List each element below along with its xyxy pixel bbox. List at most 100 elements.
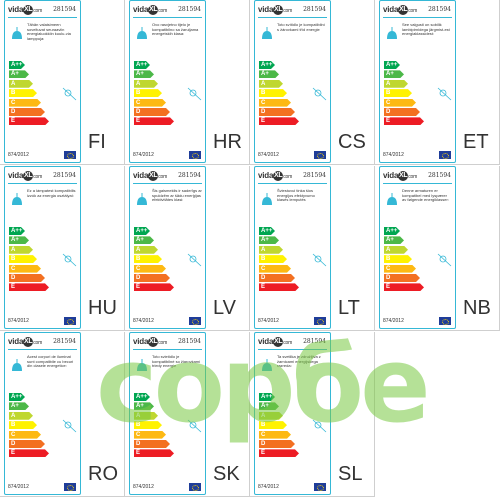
product-code: 281594 [178, 172, 201, 179]
regulation-number: 874/2012 [133, 484, 154, 490]
energy-scale: A++ A+ A B C D E [259, 61, 309, 127]
regulation-number: 874/2012 [133, 318, 154, 324]
language-code: RO [88, 463, 118, 485]
compatibility-text: Ta svetilka je združljiva z žarnicami en… [277, 354, 321, 369]
energy-class-bar: D [259, 274, 295, 282]
energy-class-bar: E [9, 449, 49, 457]
energy-class-bar: B [9, 421, 37, 429]
language-code: HU [88, 297, 117, 319]
eu-flag-icon [314, 151, 326, 159]
divider [258, 17, 327, 18]
energy-class-bar: C [384, 265, 416, 273]
label-cell-lv: vidaXLcom 281594 Šis gaismeklis ir sader… [125, 166, 250, 331]
language-code: ET [463, 131, 489, 153]
energy-class-bar: A++ [384, 61, 400, 69]
energy-class-bar: A [259, 80, 283, 88]
compatibility-text: Toto svietidlo je kompatibilné so žiarov… [152, 354, 201, 369]
compatibility-text: Šviestuvui tinka šios energijos efektyvu… [277, 188, 315, 203]
energy-class-bar: D [9, 108, 45, 116]
energy-class-bar: A++ [134, 393, 150, 401]
energy-class-bar: B [134, 255, 162, 263]
energy-class-bar: C [259, 265, 291, 273]
compatibility-text: Toto svítidlo je kompatibilní s žárovkam… [277, 22, 325, 32]
pendant-lamp-icon [137, 193, 147, 205]
divider [133, 17, 202, 18]
brand-logo: vidaXLcom [8, 171, 43, 181]
label-cell-hr: vidaXLcom 281594 Ovo rasvjetno tijelo je… [125, 0, 250, 165]
energy-class-bar: D [384, 108, 420, 116]
language-code: NB [463, 297, 491, 319]
energy-scale: A++ A+ A B C D E [9, 227, 59, 293]
compatibility-text: Ez a lámpatest kompatibilis izzók az ene… [27, 188, 76, 198]
watermark-logo: сорбе [96, 324, 431, 446]
divider [8, 17, 77, 18]
energy-class-bar: A++ [9, 61, 25, 69]
energy-class-bar: C [259, 431, 291, 439]
divider [383, 183, 452, 184]
energy-class-bar: A [384, 80, 408, 88]
regulation-number: 874/2012 [8, 152, 29, 158]
energy-scale: A++ A+ A B C D E [384, 61, 434, 127]
energy-class-bar: A [134, 80, 158, 88]
energy-scale: A++ A+ A B C D E [259, 393, 309, 459]
label-cell-cs: vidaXLcom 281594 Toto svítidlo je kompat… [250, 0, 375, 165]
regulation-number: 874/2012 [133, 152, 154, 158]
energy-label: vidaXLcom 281594 Tähän valaisimeen sovel… [4, 0, 81, 163]
eu-flag-icon [64, 483, 76, 491]
energy-class-bar: A+ [9, 402, 29, 410]
energy-class-bar: A+ [384, 236, 404, 244]
energy-class-bar: B [259, 421, 287, 429]
product-code: 281594 [428, 6, 451, 13]
eu-flag-icon [439, 317, 451, 325]
energy-label: vidaXLcom 281594 Acest corpuri de ilumin… [4, 332, 81, 495]
divider [133, 183, 202, 184]
regulation-number: 874/2012 [8, 318, 29, 324]
language-code: HR [213, 131, 242, 153]
compatibility-text: See valgusti on sobilik lambipirnidega j… [402, 22, 450, 37]
energy-label: vidaXLcom 281594 Ez a lámpatest kompatib… [4, 166, 81, 329]
language-code: SL [338, 463, 363, 485]
bulb-excluded-icon [312, 87, 327, 101]
energy-class-bar: E [134, 449, 174, 457]
energy-class-bar: C [9, 265, 41, 273]
pendant-lamp-icon [137, 359, 147, 371]
energy-class-bar: A++ [134, 227, 150, 235]
energy-class-bar: A+ [9, 236, 29, 244]
energy-class-bar: A [9, 412, 33, 420]
energy-class-bar: A++ [384, 227, 400, 235]
energy-class-bar: A [9, 246, 33, 254]
product-code: 281594 [178, 338, 201, 345]
energy-class-bar: C [259, 99, 291, 107]
energy-class-bar: E [9, 283, 49, 291]
energy-class-bar: A+ [259, 402, 279, 410]
energy-class-bar: E [259, 283, 299, 291]
bulb-excluded-icon [62, 87, 77, 101]
energy-class-bar: A+ [384, 70, 404, 78]
energy-class-bar: C [9, 99, 41, 107]
energy-class-bar: A+ [134, 236, 154, 244]
energy-class-bar: A [259, 412, 283, 420]
bulb-excluded-icon [312, 419, 327, 433]
energy-class-bar: B [134, 421, 162, 429]
energy-class-bar: D [259, 440, 295, 448]
regulation-number: 874/2012 [8, 484, 29, 490]
compatibility-text: Tähän valaisimeen soveltuvat seuraaviin … [27, 22, 71, 41]
energy-class-bar: E [134, 117, 174, 125]
energy-class-bar: D [134, 274, 170, 282]
energy-class-bar: A [384, 246, 408, 254]
product-code: 281594 [53, 172, 76, 179]
language-code: SK [213, 463, 240, 485]
eu-flag-icon [314, 483, 326, 491]
language-code: FI [88, 131, 106, 153]
divider [258, 349, 327, 350]
product-code: 281594 [303, 6, 326, 13]
energy-label: vidaXLcom 281594 Šis gaismeklis ir sader… [129, 166, 206, 329]
eu-flag-icon [314, 317, 326, 325]
energy-class-bar: B [384, 255, 412, 263]
pendant-lamp-icon [12, 27, 22, 39]
product-code: 281594 [303, 172, 326, 179]
energy-label: vidaXLcom 281594 Ovo rasvjetno tijelo je… [129, 0, 206, 163]
energy-class-bar: A [134, 246, 158, 254]
divider [8, 183, 77, 184]
